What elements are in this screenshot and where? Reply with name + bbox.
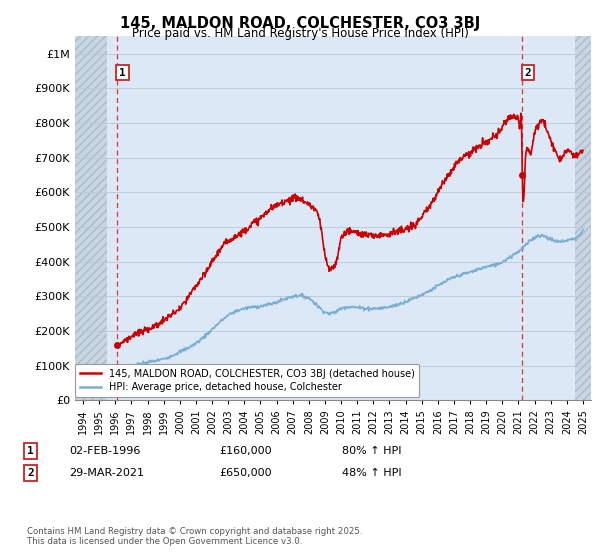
Text: 1: 1	[119, 68, 126, 78]
Text: Price paid vs. HM Land Registry's House Price Index (HPI): Price paid vs. HM Land Registry's House …	[131, 27, 469, 40]
Text: 29-MAR-2021: 29-MAR-2021	[69, 468, 144, 478]
Text: 2: 2	[27, 468, 34, 478]
Bar	[575, 36, 591, 400]
Text: 02-FEB-1996: 02-FEB-1996	[69, 446, 140, 456]
Legend: 145, MALDON ROAD, COLCHESTER, CO3 3BJ (detached house), HPI: Average price, deta: 145, MALDON ROAD, COLCHESTER, CO3 3BJ (d…	[75, 364, 419, 398]
Bar	[75, 36, 107, 400]
Text: £160,000: £160,000	[219, 446, 272, 456]
Text: Contains HM Land Registry data © Crown copyright and database right 2025.
This d: Contains HM Land Registry data © Crown c…	[27, 526, 362, 546]
Text: £650,000: £650,000	[219, 468, 272, 478]
Text: 2: 2	[525, 68, 532, 78]
Text: 80% ↑ HPI: 80% ↑ HPI	[342, 446, 401, 456]
Text: 145, MALDON ROAD, COLCHESTER, CO3 3BJ: 145, MALDON ROAD, COLCHESTER, CO3 3BJ	[120, 16, 480, 31]
Text: 1: 1	[27, 446, 34, 456]
Text: 48% ↑ HPI: 48% ↑ HPI	[342, 468, 401, 478]
